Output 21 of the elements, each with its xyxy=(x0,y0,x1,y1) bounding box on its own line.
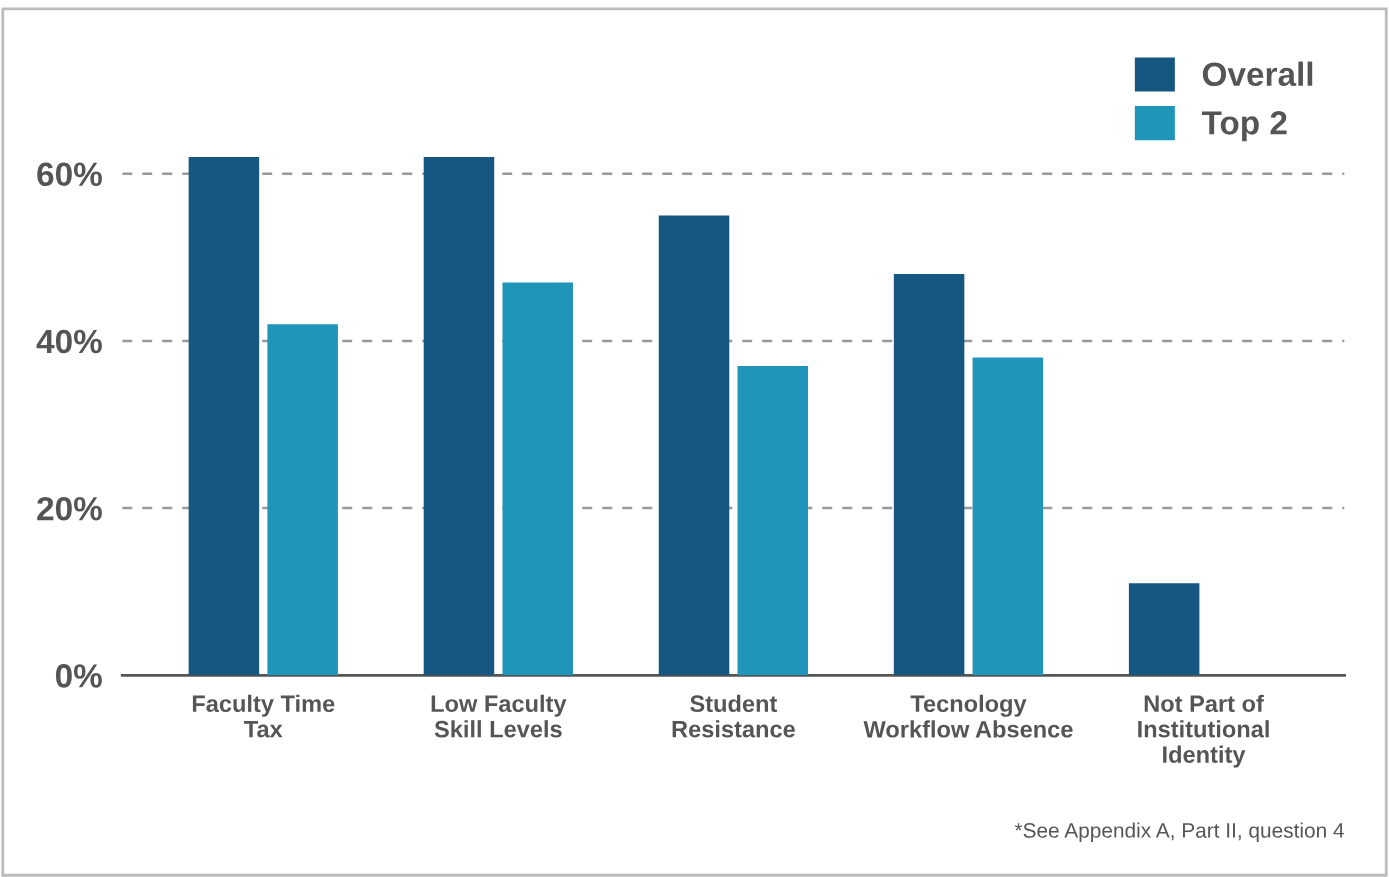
bar xyxy=(502,282,573,676)
legend-label: Top 2 xyxy=(1201,111,1287,142)
bar xyxy=(972,357,1044,676)
x-tick-label: Not Part of Institutional Identity xyxy=(1138,694,1269,768)
x-tick-label: Tecnology Workflow Absence xyxy=(863,694,1073,738)
bar xyxy=(423,156,495,676)
y-tick-label: 0% xyxy=(55,664,102,688)
x-tick-label: Low Faculty Skill Levels xyxy=(431,694,567,738)
text: *See Appendix A, Part II, question 4 xyxy=(1014,822,1344,842)
bar xyxy=(188,156,260,676)
bar xyxy=(658,215,730,676)
bar xyxy=(893,274,965,676)
y-tick-label: 60% xyxy=(37,162,102,187)
bar xyxy=(267,324,338,676)
bar xyxy=(737,365,809,676)
x-tick-label: Faculty Time Tax xyxy=(192,694,335,738)
y-tick-label: 20% xyxy=(37,496,102,521)
x-tick-label: Student Resistance xyxy=(672,694,795,738)
legend-label: Overall xyxy=(1202,61,1313,87)
y-tick-label: 40% xyxy=(36,329,102,354)
bar xyxy=(1128,583,1200,676)
